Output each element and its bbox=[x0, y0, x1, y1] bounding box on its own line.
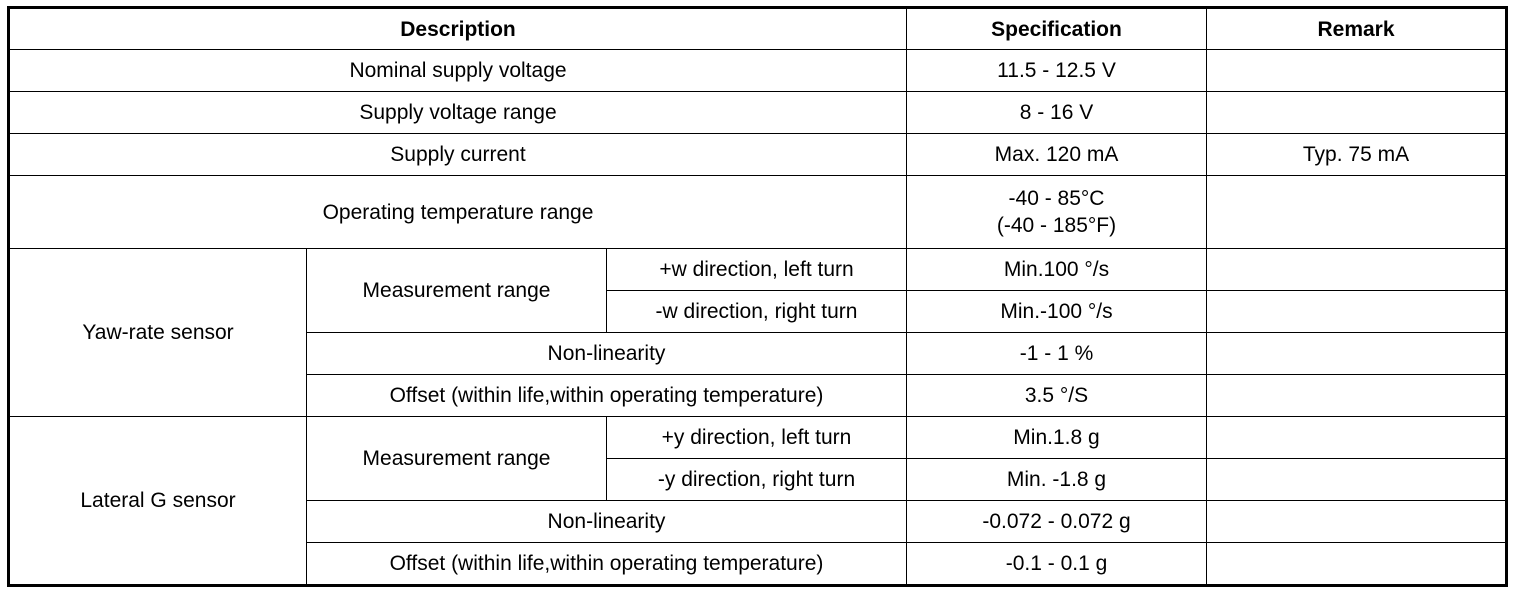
table-row: Yaw-rate sensor Measurement range +w dir… bbox=[8, 248, 1507, 417]
row-remark bbox=[1206, 332, 1507, 375]
row-remark bbox=[1206, 91, 1507, 134]
row-remark: Typ. 75 mA bbox=[1206, 133, 1507, 176]
row-spec: Min.-100 °/s bbox=[906, 290, 1207, 333]
row-description: Non-linearity bbox=[306, 500, 907, 543]
row-spec: -0.1 - 0.1 g bbox=[906, 542, 1207, 586]
row-remark bbox=[1206, 248, 1507, 291]
specification-table: Description Specification Remark Nominal… bbox=[7, 6, 1508, 587]
table-row: Non-linearity -1 - 1 % bbox=[9, 332, 1507, 375]
spec-table-container: Description Specification Remark Nominal… bbox=[7, 6, 1508, 587]
row-remark bbox=[1206, 500, 1507, 543]
row-direction: +y direction, left turn bbox=[606, 416, 907, 459]
row-remark bbox=[1206, 416, 1507, 459]
row-remark bbox=[1206, 542, 1507, 586]
table-row: Offset (within life,within operating tem… bbox=[9, 374, 1507, 417]
row-remark bbox=[1206, 175, 1507, 249]
header-remark: Remark bbox=[1206, 7, 1507, 50]
row-spec: -40 - 85°C (-40 - 185°F) bbox=[906, 175, 1207, 249]
row-description: Supply voltage range bbox=[8, 91, 907, 134]
row-direction: -w direction, right turn bbox=[606, 290, 907, 333]
spec-line-celsius: -40 - 85°C bbox=[1008, 187, 1105, 210]
row-spec: -1 - 1 % bbox=[906, 332, 1207, 375]
yaw-measurement-range-label: Measurement range bbox=[306, 248, 607, 333]
table-row: -y direction, right turn Min. -1.8 g bbox=[9, 458, 1507, 501]
row-remark bbox=[1206, 458, 1507, 501]
row-spec: Min. -1.8 g bbox=[906, 458, 1207, 501]
row-spec: 11.5 - 12.5 V bbox=[906, 49, 1207, 92]
yaw-rate-sensor-label: Yaw-rate sensor bbox=[8, 248, 307, 417]
row-description: Supply current bbox=[8, 133, 907, 176]
row-spec: Max. 120 mA bbox=[906, 133, 1207, 176]
table-row: Non-linearity -0.072 - 0.072 g bbox=[9, 500, 1507, 543]
table-row: Supply voltage range 8 - 16 V bbox=[8, 91, 1507, 134]
table-row: Offset (within life,within operating tem… bbox=[9, 542, 1507, 586]
table-row: -w direction, right turn Min.-100 °/s bbox=[9, 290, 1507, 333]
header-description: Description bbox=[8, 7, 907, 50]
row-direction: -y direction, right turn bbox=[606, 458, 907, 501]
table-row: Lateral G sensor Measurement range +y di… bbox=[8, 416, 1507, 586]
row-spec: 3.5 °/S bbox=[906, 374, 1207, 417]
row-spec: Min.100 °/s bbox=[906, 248, 1207, 291]
spec-line-fahrenheit: (-40 - 185°F) bbox=[996, 214, 1117, 237]
row-remark bbox=[1206, 49, 1507, 92]
table-row: Supply current Max. 120 mA Typ. 75 mA bbox=[8, 133, 1507, 176]
table-row: Operating temperature range -40 - 85°C (… bbox=[8, 175, 1507, 249]
row-description: Non-linearity bbox=[306, 332, 907, 375]
lateral-g-sensor-label: Lateral G sensor bbox=[8, 416, 307, 586]
row-description: Offset (within life,within operating tem… bbox=[306, 542, 907, 586]
row-remark bbox=[1206, 290, 1507, 333]
row-description: Operating temperature range bbox=[8, 175, 907, 249]
row-direction: +w direction, left turn bbox=[606, 248, 907, 291]
row-description: Offset (within life,within operating tem… bbox=[306, 374, 907, 417]
header-row: Description Specification Remark bbox=[8, 7, 1507, 50]
row-description: Nominal supply voltage bbox=[8, 49, 907, 92]
table-row: Nominal supply voltage 11.5 - 12.5 V bbox=[8, 49, 1507, 92]
header-specification: Specification bbox=[906, 7, 1207, 50]
row-spec: 8 - 16 V bbox=[906, 91, 1207, 134]
row-remark bbox=[1206, 374, 1507, 417]
row-spec: Min.1.8 g bbox=[906, 416, 1207, 459]
row-spec: -0.072 - 0.072 g bbox=[906, 500, 1207, 543]
lateral-measurement-range-label: Measurement range bbox=[306, 416, 607, 501]
